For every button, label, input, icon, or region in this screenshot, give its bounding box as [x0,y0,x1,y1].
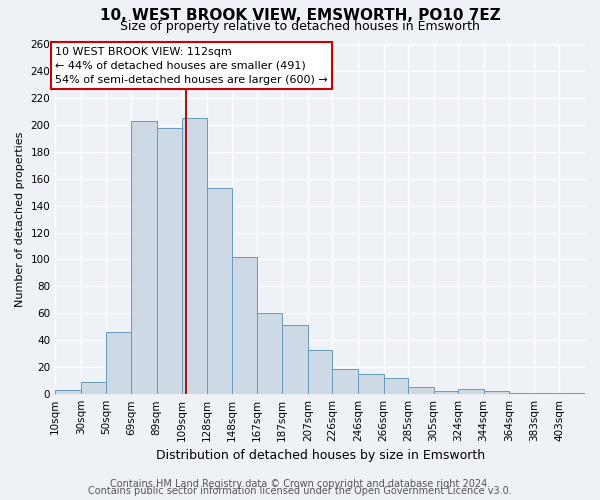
Bar [383,378,408,394]
Bar [131,121,157,394]
Text: Contains HM Land Registry data © Crown copyright and database right 2024.: Contains HM Land Registry data © Crown c… [110,479,490,489]
Bar [232,257,257,394]
Bar [484,392,509,394]
Text: Size of property relative to detached houses in Emsworth: Size of property relative to detached ho… [120,20,480,33]
Y-axis label: Number of detached properties: Number of detached properties [15,132,25,307]
Bar [408,388,434,394]
Bar [55,390,81,394]
X-axis label: Distribution of detached houses by size in Emsworth: Distribution of detached houses by size … [155,450,485,462]
Bar [157,128,182,394]
Bar [206,188,232,394]
Bar [308,350,332,394]
Bar [358,374,383,394]
Bar [106,332,131,394]
Bar [182,118,206,394]
Text: 10 WEST BROOK VIEW: 112sqm
← 44% of detached houses are smaller (491)
54% of sem: 10 WEST BROOK VIEW: 112sqm ← 44% of deta… [55,46,328,84]
Bar [533,393,559,394]
Bar [257,314,282,394]
Text: 10, WEST BROOK VIEW, EMSWORTH, PO10 7EZ: 10, WEST BROOK VIEW, EMSWORTH, PO10 7EZ [100,8,500,22]
Bar [282,326,308,394]
Bar [332,368,358,394]
Bar [509,393,533,394]
Text: Contains public sector information licensed under the Open Government Licence v3: Contains public sector information licen… [88,486,512,496]
Bar [458,389,484,394]
Bar [559,393,585,394]
Bar [434,392,458,394]
Bar [81,382,106,394]
